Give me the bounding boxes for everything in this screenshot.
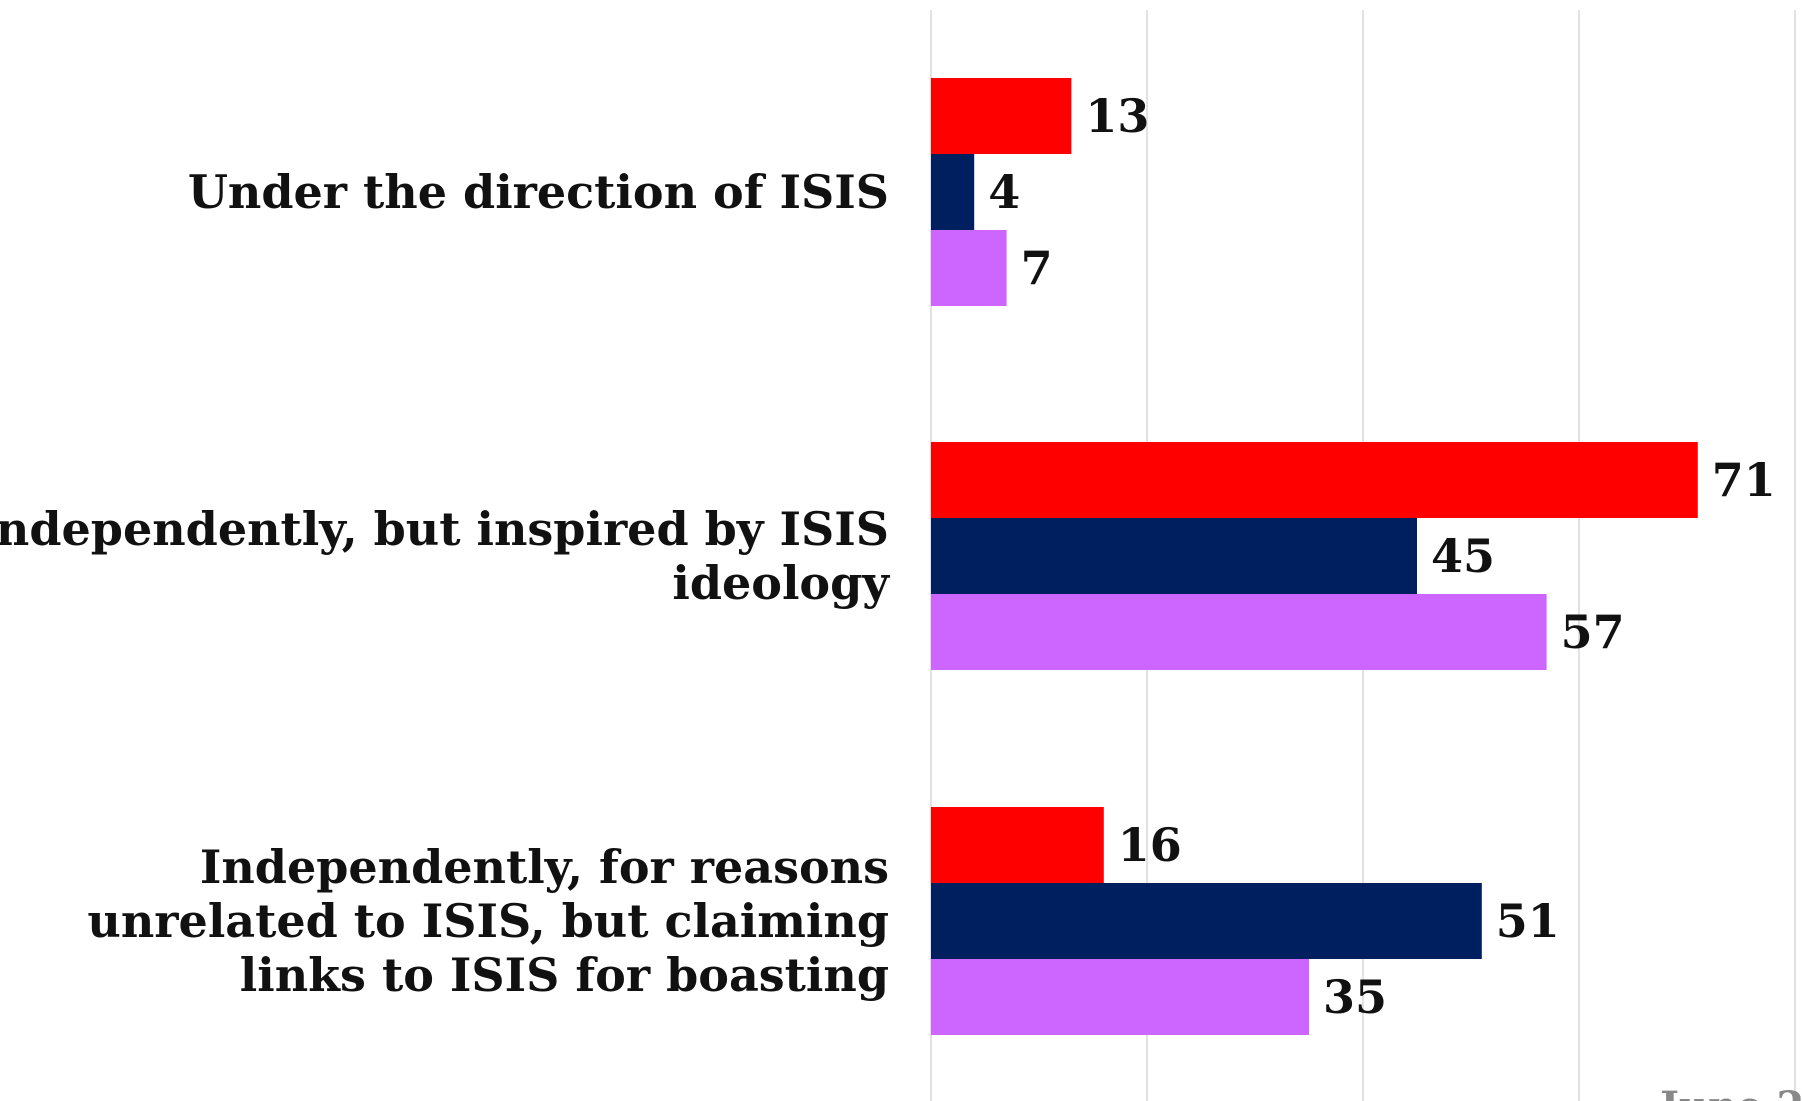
category-label-line: links to ISIS for boasting	[240, 948, 889, 1002]
bar	[931, 442, 1698, 518]
value-label: 7	[1021, 241, 1053, 295]
bar	[931, 807, 1104, 883]
category-label: Under the direction of ISIS	[188, 165, 889, 219]
value-label: 13	[1085, 89, 1149, 143]
value-label: 16	[1118, 818, 1182, 872]
value-label: 45	[1431, 529, 1495, 583]
bar	[931, 594, 1547, 670]
bar	[931, 518, 1417, 594]
bar	[931, 78, 1072, 154]
category-label: Independently, for reasons unrelated to I…	[87, 840, 889, 1002]
category-label-line: Independently, but inspired by ISIS	[0, 502, 889, 556]
category-label: Independently, but inspired by ISIS ideol…	[0, 502, 890, 610]
bars	[931, 78, 1698, 1035]
value-label: 71	[1712, 453, 1776, 507]
bar	[931, 154, 975, 230]
category-label-line: Independently, for reasons	[200, 840, 889, 894]
bar	[931, 959, 1309, 1035]
category-label-line: unrelated to ISIS, but claiming	[87, 894, 889, 948]
footnote: June 20	[1657, 1083, 1802, 1101]
bar	[931, 883, 1482, 959]
category-labels: Under the direction of ISIS Independently…	[0, 165, 890, 1002]
value-label: 4	[988, 165, 1020, 219]
value-labels: 13 71 16 4 45 51 7 57 35	[988, 89, 1776, 1024]
bar	[931, 230, 1007, 306]
category-label-line: ideology	[672, 556, 890, 610]
category-label-line: Under the direction of ISIS	[188, 165, 889, 219]
value-label: 35	[1323, 970, 1387, 1024]
value-label: 57	[1561, 605, 1625, 659]
value-label: 51	[1496, 894, 1560, 948]
